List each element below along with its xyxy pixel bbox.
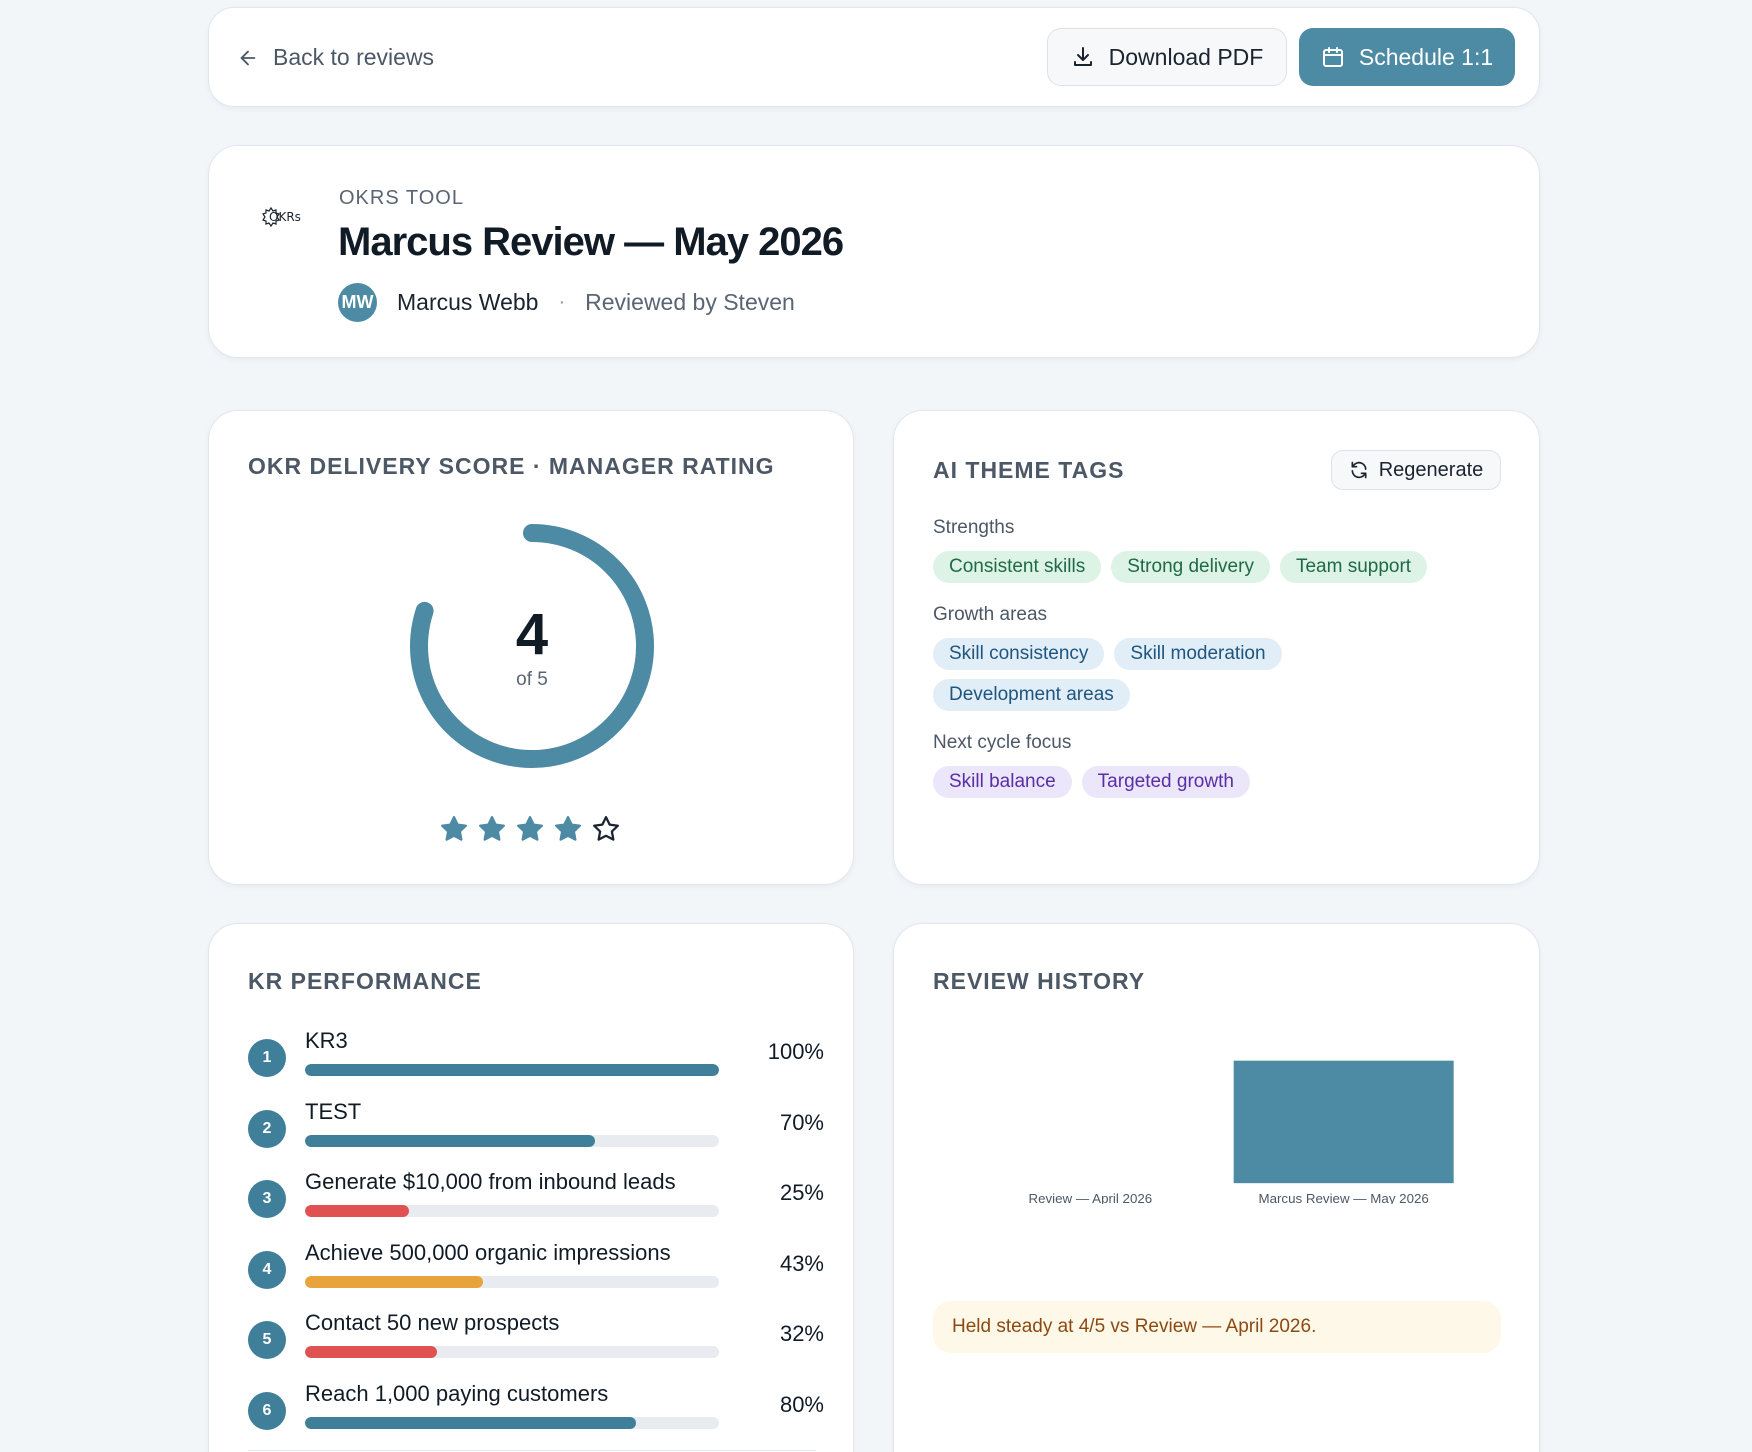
- top-bar: Back to reviews Download PDF Schedule 1:…: [208, 7, 1540, 107]
- review-header-card: OKRs OKRS TOOL Marcus Review — May 2026 …: [208, 145, 1540, 358]
- review-meta: MW Marcus Webb · Reviewed by Steven: [338, 282, 795, 322]
- focus-label: Next cycle focus: [933, 732, 1072, 753]
- history-category-label: Review — April 2026: [1028, 1191, 1152, 1204]
- kr-row: 1 KR3 100%: [248, 1028, 824, 1084]
- kr-percent: 43%: [779, 1250, 824, 1276]
- kr-progress-track: [305, 1064, 719, 1076]
- kr-percent: 80%: [779, 1391, 824, 1417]
- kr-percent: 32%: [779, 1321, 824, 1346]
- reviewer-text: Reviewed by Steven: [585, 288, 795, 315]
- kr-number-badge: 4: [248, 1250, 286, 1289]
- kr-label: Generate $10,000 from inbound leads: [305, 1169, 676, 1194]
- kr-percent: 70%: [779, 1109, 824, 1135]
- focus-tags: Skill balance Targeted growth: [933, 766, 1250, 798]
- kr-number-badge: 3: [248, 1180, 286, 1218]
- strengths-label: Strengths: [933, 517, 1015, 538]
- meta-separator: ·: [558, 290, 566, 313]
- ai-theme-tags-card: AI THEME TAGS Regenerate Strengths Consi…: [893, 410, 1540, 885]
- download-pdf-button[interactable]: Download PDF: [1047, 28, 1287, 86]
- review-history-chart: 4Review — April 20264Marcus Review — May…: [1028, 1060, 1454, 1204]
- strengths-tags: Consistent skills Strong delivery Team s…: [933, 551, 1428, 583]
- tag-growth: Skill consistency: [933, 638, 1105, 670]
- tag-strength: Team support: [1279, 551, 1428, 583]
- avatar: MW: [338, 282, 377, 322]
- tag-strength: Strong delivery: [1111, 551, 1270, 583]
- kr-section-title: KR PERFORMANCE: [248, 968, 482, 994]
- app-eyebrow: OKRS TOOL: [339, 187, 464, 209]
- history-bar: [1233, 1060, 1454, 1184]
- kr-progress-track: [305, 1134, 719, 1147]
- kr-number-badge: 6: [248, 1391, 286, 1430]
- score-value: 4: [515, 602, 549, 667]
- kr-number-badge: 5: [248, 1321, 286, 1359]
- growth-label: Growth areas: [933, 604, 1048, 625]
- kr-performance-card: KR PERFORMANCE 1 KR3 100% 2 TEST 70% 3 Generate…: [208, 923, 854, 1452]
- history-note: Held steady at 4/5 vs Review — April 202…: [933, 1301, 1501, 1353]
- kr-label: Contact 50 new prospects: [305, 1310, 560, 1335]
- growth-tags-row-1: Skill consistency Skill moderation: [933, 638, 1282, 670]
- kr-progress-fill: [305, 1346, 438, 1358]
- star-filled-icon: [555, 816, 581, 841]
- star-empty-icon: [593, 816, 619, 841]
- star-filled-icon: [441, 816, 467, 841]
- kr-number-badge: 2: [248, 1109, 286, 1148]
- owner-name: Marcus Webb: [397, 288, 539, 315]
- schedule-button[interactable]: Schedule 1:1: [1299, 28, 1515, 86]
- kr-progress-fill: [305, 1064, 719, 1076]
- back-label: Back to reviews: [273, 44, 435, 70]
- star-rating: [439, 814, 621, 844]
- history-category-label: Marcus Review — May 2026: [1258, 1191, 1428, 1204]
- kr-label: TEST: [305, 1098, 362, 1124]
- kr-row: 4 Achieve 500,000 organic impressions 43%: [248, 1240, 824, 1296]
- divider: [248, 1450, 816, 1451]
- kr-row: 2 TEST 70%: [248, 1099, 824, 1155]
- score-ring: [410, 524, 654, 768]
- kr-row: 5 Contact 50 new prospects 32%: [248, 1310, 824, 1366]
- back-to-reviews-link[interactable]: Back to reviews: [237, 44, 434, 71]
- refresh-icon: [1351, 461, 1367, 479]
- okrs-logo-icon: OKRs: [262, 206, 301, 228]
- star-filled-icon: [517, 816, 543, 841]
- tag-growth: Skill moderation: [1114, 638, 1282, 670]
- kr-percent: 25%: [779, 1180, 824, 1205]
- kr-progress-track: [305, 1205, 719, 1217]
- kr-row: 6 Reach 1,000 paying customers 80%: [248, 1381, 824, 1437]
- kr-number-badge: 1: [248, 1039, 286, 1077]
- kr-progress-track: [305, 1275, 719, 1288]
- download-icon: [1073, 47, 1092, 66]
- review-history-card: REVIEW HISTORY 4Review — April 20264Marc…: [893, 923, 1540, 1452]
- kr-progress-track: [305, 1416, 719, 1429]
- kr-progress-fill: [305, 1205, 409, 1217]
- kr-label: Achieve 500,000 organic impressions: [305, 1239, 671, 1265]
- history-section-title: REVIEW HISTORY: [933, 968, 1146, 994]
- page-title: Marcus Review — May 2026: [338, 220, 844, 264]
- tag-focus: Skill balance: [933, 766, 1072, 798]
- kr-percent: 100%: [767, 1039, 824, 1064]
- download-label: Download PDF: [1108, 43, 1264, 70]
- kr-progress-fill: [305, 1275, 484, 1288]
- regenerate-button[interactable]: Regenerate: [1331, 450, 1501, 490]
- tag-growth: Development areas: [933, 679, 1130, 711]
- arrow-left-icon: [240, 50, 256, 65]
- score-section-title: OKR DELIVERY SCORE · MANAGER RATING: [248, 453, 775, 479]
- svg-text:OKRs: OKRs: [269, 210, 301, 224]
- score-out-of: of 5: [516, 669, 548, 690]
- kr-progress-track: [305, 1346, 719, 1358]
- kr-label: Reach 1,000 paying customers: [305, 1380, 609, 1406]
- star-filled-icon: [479, 816, 505, 841]
- kr-progress-fill: [305, 1134, 595, 1147]
- tag-strength: Consistent skills: [933, 551, 1102, 583]
- regenerate-label: Regenerate: [1378, 458, 1484, 481]
- calendar-icon: [1322, 47, 1343, 67]
- tag-focus: Targeted growth: [1081, 766, 1250, 798]
- score-card: OKR DELIVERY SCORE · MANAGER RATING 4 of…: [208, 410, 854, 885]
- kr-row: 3 Generate $10,000 from inbound leads 25%: [248, 1169, 824, 1225]
- kr-label: KR3: [305, 1028, 348, 1053]
- schedule-label: Schedule 1:1: [1358, 43, 1494, 70]
- growth-tags-row-2: Development areas: [933, 679, 1130, 711]
- kr-progress-fill: [305, 1416, 637, 1429]
- score-ring-arc: [410, 524, 654, 768]
- tags-section-title: AI THEME TAGS: [933, 457, 1125, 483]
